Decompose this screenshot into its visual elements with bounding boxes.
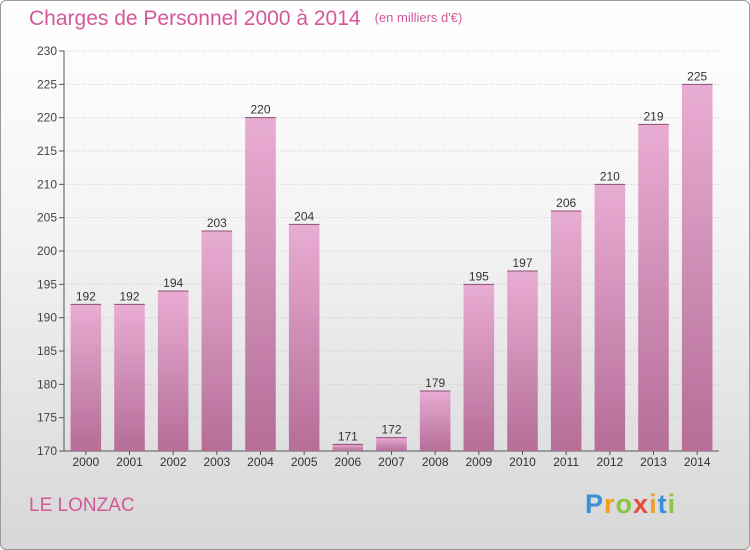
bar: [201, 231, 233, 451]
commune-name: LE LONZAC: [29, 495, 135, 516]
data-label: 219: [643, 109, 663, 123]
y-tick-label: 185: [37, 344, 57, 358]
data-label: 194: [163, 276, 183, 290]
x-tick-label: 2012: [596, 455, 623, 469]
bar: [114, 304, 145, 451]
y-tick-label: 205: [37, 211, 57, 225]
logo-letter: x: [633, 489, 650, 519]
y-tick-label: 200: [37, 244, 57, 258]
logo-letter: P: [585, 489, 605, 519]
x-tick-label: 2007: [378, 455, 405, 469]
y-tick-label: 175: [37, 411, 57, 425]
data-label: 192: [119, 289, 139, 303]
data-label: 203: [207, 216, 227, 230]
bar: [157, 291, 189, 451]
y-tick-label: 220: [37, 111, 57, 125]
data-label: 204: [294, 209, 314, 223]
bar: [681, 84, 713, 451]
logo-letter: r: [604, 489, 616, 519]
x-tick-label: 2014: [684, 455, 711, 469]
proxiti-logo[interactable]: Proxiti: [585, 489, 676, 520]
bar: [419, 391, 451, 451]
bar: [70, 304, 102, 451]
x-tick-label: 2001: [116, 455, 143, 469]
y-tick-label: 210: [37, 177, 57, 191]
x-tick-label: 2005: [291, 455, 318, 469]
y-tick-label: 215: [37, 144, 57, 158]
data-label: 195: [469, 269, 489, 283]
bar: [507, 271, 538, 451]
y-tick-label: 225: [37, 77, 57, 91]
data-label: 210: [600, 169, 620, 183]
y-tick-label: 180: [37, 377, 57, 391]
bar: [594, 184, 626, 452]
bar: [638, 124, 669, 451]
y-tick-label: 195: [37, 277, 57, 291]
logo-letter: o: [615, 489, 634, 519]
x-tick-label: 2000: [72, 455, 99, 469]
chart-title: Charges de Personnel 2000 à 2014 (en mill…: [29, 7, 463, 30]
logo-letter: i: [667, 489, 677, 519]
bar: [550, 211, 582, 451]
bar: [288, 224, 320, 451]
chart-subtitle: (en milliers d'€): [374, 10, 463, 25]
bar: [376, 437, 407, 451]
x-tick-label: 2013: [640, 455, 667, 469]
x-tick-label: 2006: [334, 455, 361, 469]
x-tick-label: 2009: [465, 455, 492, 469]
data-label: 225: [687, 69, 707, 83]
x-tick-label: 2002: [160, 455, 187, 469]
data-label: 197: [512, 256, 532, 270]
x-tick-label: 2004: [247, 455, 274, 469]
logo-letter: t: [657, 489, 668, 519]
data-label: 192: [76, 289, 96, 303]
x-tick-label: 2011: [553, 455, 579, 469]
data-label: 179: [425, 376, 445, 390]
bar: [245, 117, 276, 452]
y-tick-label: 190: [37, 311, 57, 325]
y-tick-label: 170: [37, 444, 57, 458]
bar: [332, 444, 364, 451]
data-label: 171: [338, 429, 358, 443]
y-tick-label: 230: [37, 44, 57, 58]
x-tick-label: 2010: [509, 455, 536, 469]
data-label: 220: [250, 103, 270, 117]
bar: [463, 284, 495, 451]
data-label: 172: [381, 423, 401, 437]
x-tick-label: 2008: [422, 455, 449, 469]
logo-letter: i: [649, 489, 658, 519]
data-label: 206: [556, 196, 576, 210]
x-tick-label: 2003: [203, 455, 230, 469]
